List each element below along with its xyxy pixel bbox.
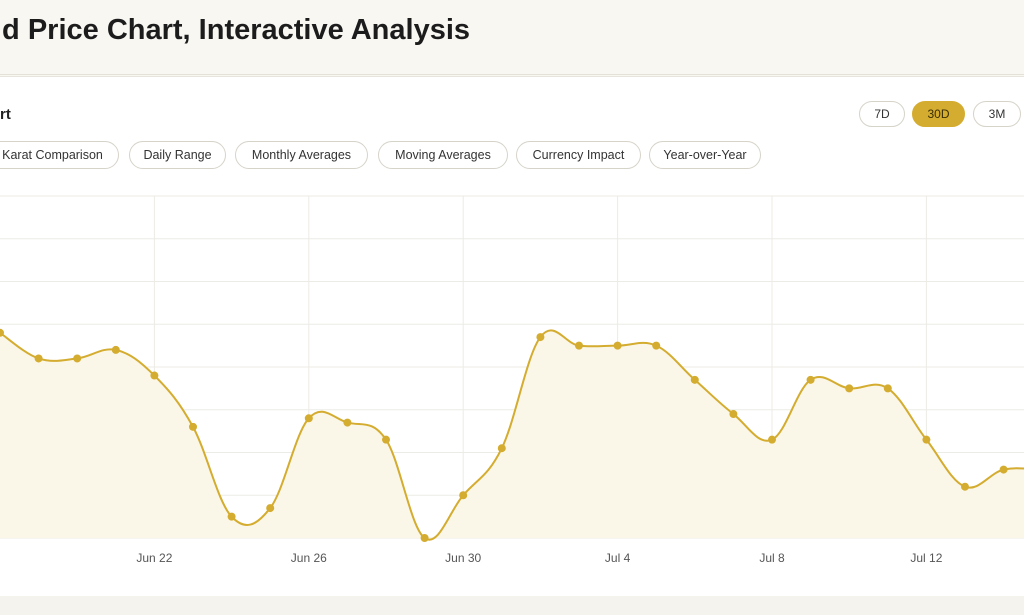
- data-point: [111, 345, 120, 354]
- data-point: [459, 491, 468, 500]
- data-point: [73, 354, 82, 363]
- data-point: [961, 482, 969, 491]
- x-tick-label: Jun 22: [136, 551, 172, 565]
- data-point: [536, 333, 545, 342]
- data-point: [729, 410, 738, 419]
- chip-karat-comparison[interactable]: Karat Comparison: [0, 141, 119, 169]
- chip-monthly-averages[interactable]: Monthly Averages: [235, 141, 368, 169]
- data-point: [497, 444, 506, 453]
- x-tick-label: Jun 26: [291, 551, 327, 565]
- data-point: [420, 534, 429, 542]
- chip-moving-averages[interactable]: Moving Averages: [378, 141, 508, 169]
- data-point: [227, 512, 236, 521]
- range-button-7d[interactable]: 7D: [859, 101, 905, 127]
- data-point: [150, 371, 159, 380]
- data-point: [266, 504, 275, 513]
- data-point: [34, 354, 43, 363]
- x-tick-label: Jul 12: [910, 551, 942, 565]
- chip-daily-range[interactable]: Daily Range: [129, 141, 226, 169]
- range-button-3m[interactable]: 3M: [973, 101, 1021, 127]
- chip-year-over-year[interactable]: Year-over-Year: [649, 141, 761, 169]
- x-tick-label: Jun 30: [445, 551, 481, 565]
- data-point: [189, 422, 197, 431]
- data-point: [922, 435, 931, 444]
- range-button-30d[interactable]: 30D: [912, 101, 965, 127]
- x-tick-label: Jul 8: [759, 551, 785, 565]
- data-point: [845, 384, 854, 393]
- data-point: [382, 435, 390, 444]
- data-point: [806, 375, 815, 384]
- price-chart[interactable]: Jun 22 Jun 26 Jun 30 Jul 4 Jul 8 Jul 12: [0, 188, 1024, 578]
- footer-strip: [0, 596, 1024, 615]
- analysis-chips: Karat Comparison Daily Range Monthly Ave…: [0, 141, 1024, 171]
- data-point: [575, 341, 583, 350]
- x-tick-label: Jul 4: [605, 551, 631, 565]
- data-point: [343, 418, 352, 427]
- data-point: [613, 341, 622, 350]
- data-point: [690, 375, 699, 384]
- data-point: [652, 341, 661, 350]
- chip-currency-impact[interactable]: Currency Impact: [516, 141, 641, 169]
- series-area: [0, 330, 1024, 540]
- card-title: rt: [0, 106, 11, 123]
- page-header: ld Price Chart, Interactive Analysis: [0, 0, 1024, 75]
- data-point: [304, 414, 313, 423]
- page-title: ld Price Chart, Interactive Analysis: [0, 14, 471, 46]
- data-point: [883, 384, 892, 393]
- data-point: [0, 328, 4, 337]
- price-chart-svg: Jun 22 Jun 26 Jun 30 Jul 4 Jul 8 Jul 12: [0, 195, 1024, 565]
- data-point: [768, 435, 776, 444]
- data-point: [999, 465, 1008, 474]
- range-selector: 7D 30D 3M: [0, 101, 1024, 129]
